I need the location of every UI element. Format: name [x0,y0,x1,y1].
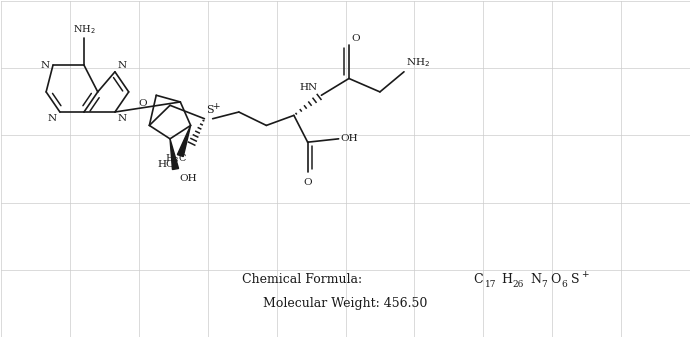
Text: Chemical Formula:: Chemical Formula: [243,273,366,286]
Text: N: N [530,273,541,286]
Text: +: + [212,102,220,111]
Polygon shape [170,139,178,170]
Text: O: O [303,178,312,187]
Text: Molecular Weight: 456.50: Molecular Weight: 456.50 [263,296,428,310]
Text: N: N [48,114,57,123]
Text: NH$_2$: NH$_2$ [73,23,95,36]
Text: 6: 6 [562,280,567,289]
Text: C: C [473,273,482,286]
Text: S: S [571,273,580,286]
Text: HN: HN [300,83,318,92]
Text: 17: 17 [485,280,497,289]
Text: H$_3$C: H$_3$C [165,152,187,165]
Text: N: N [117,114,127,123]
Text: N: N [117,62,127,70]
Text: O: O [139,99,147,108]
Text: H: H [502,273,513,286]
Text: HO: HO [158,160,176,169]
Text: O: O [351,34,359,43]
Text: OH: OH [341,134,359,143]
Text: NH$_2$: NH$_2$ [406,56,430,69]
Polygon shape [178,125,191,156]
Text: S: S [207,105,214,115]
Text: +: + [582,270,589,280]
Text: 7: 7 [541,280,547,289]
Text: OH: OH [179,174,196,183]
Text: N: N [41,61,50,70]
Text: 26: 26 [513,280,524,289]
Text: O: O [551,273,561,286]
